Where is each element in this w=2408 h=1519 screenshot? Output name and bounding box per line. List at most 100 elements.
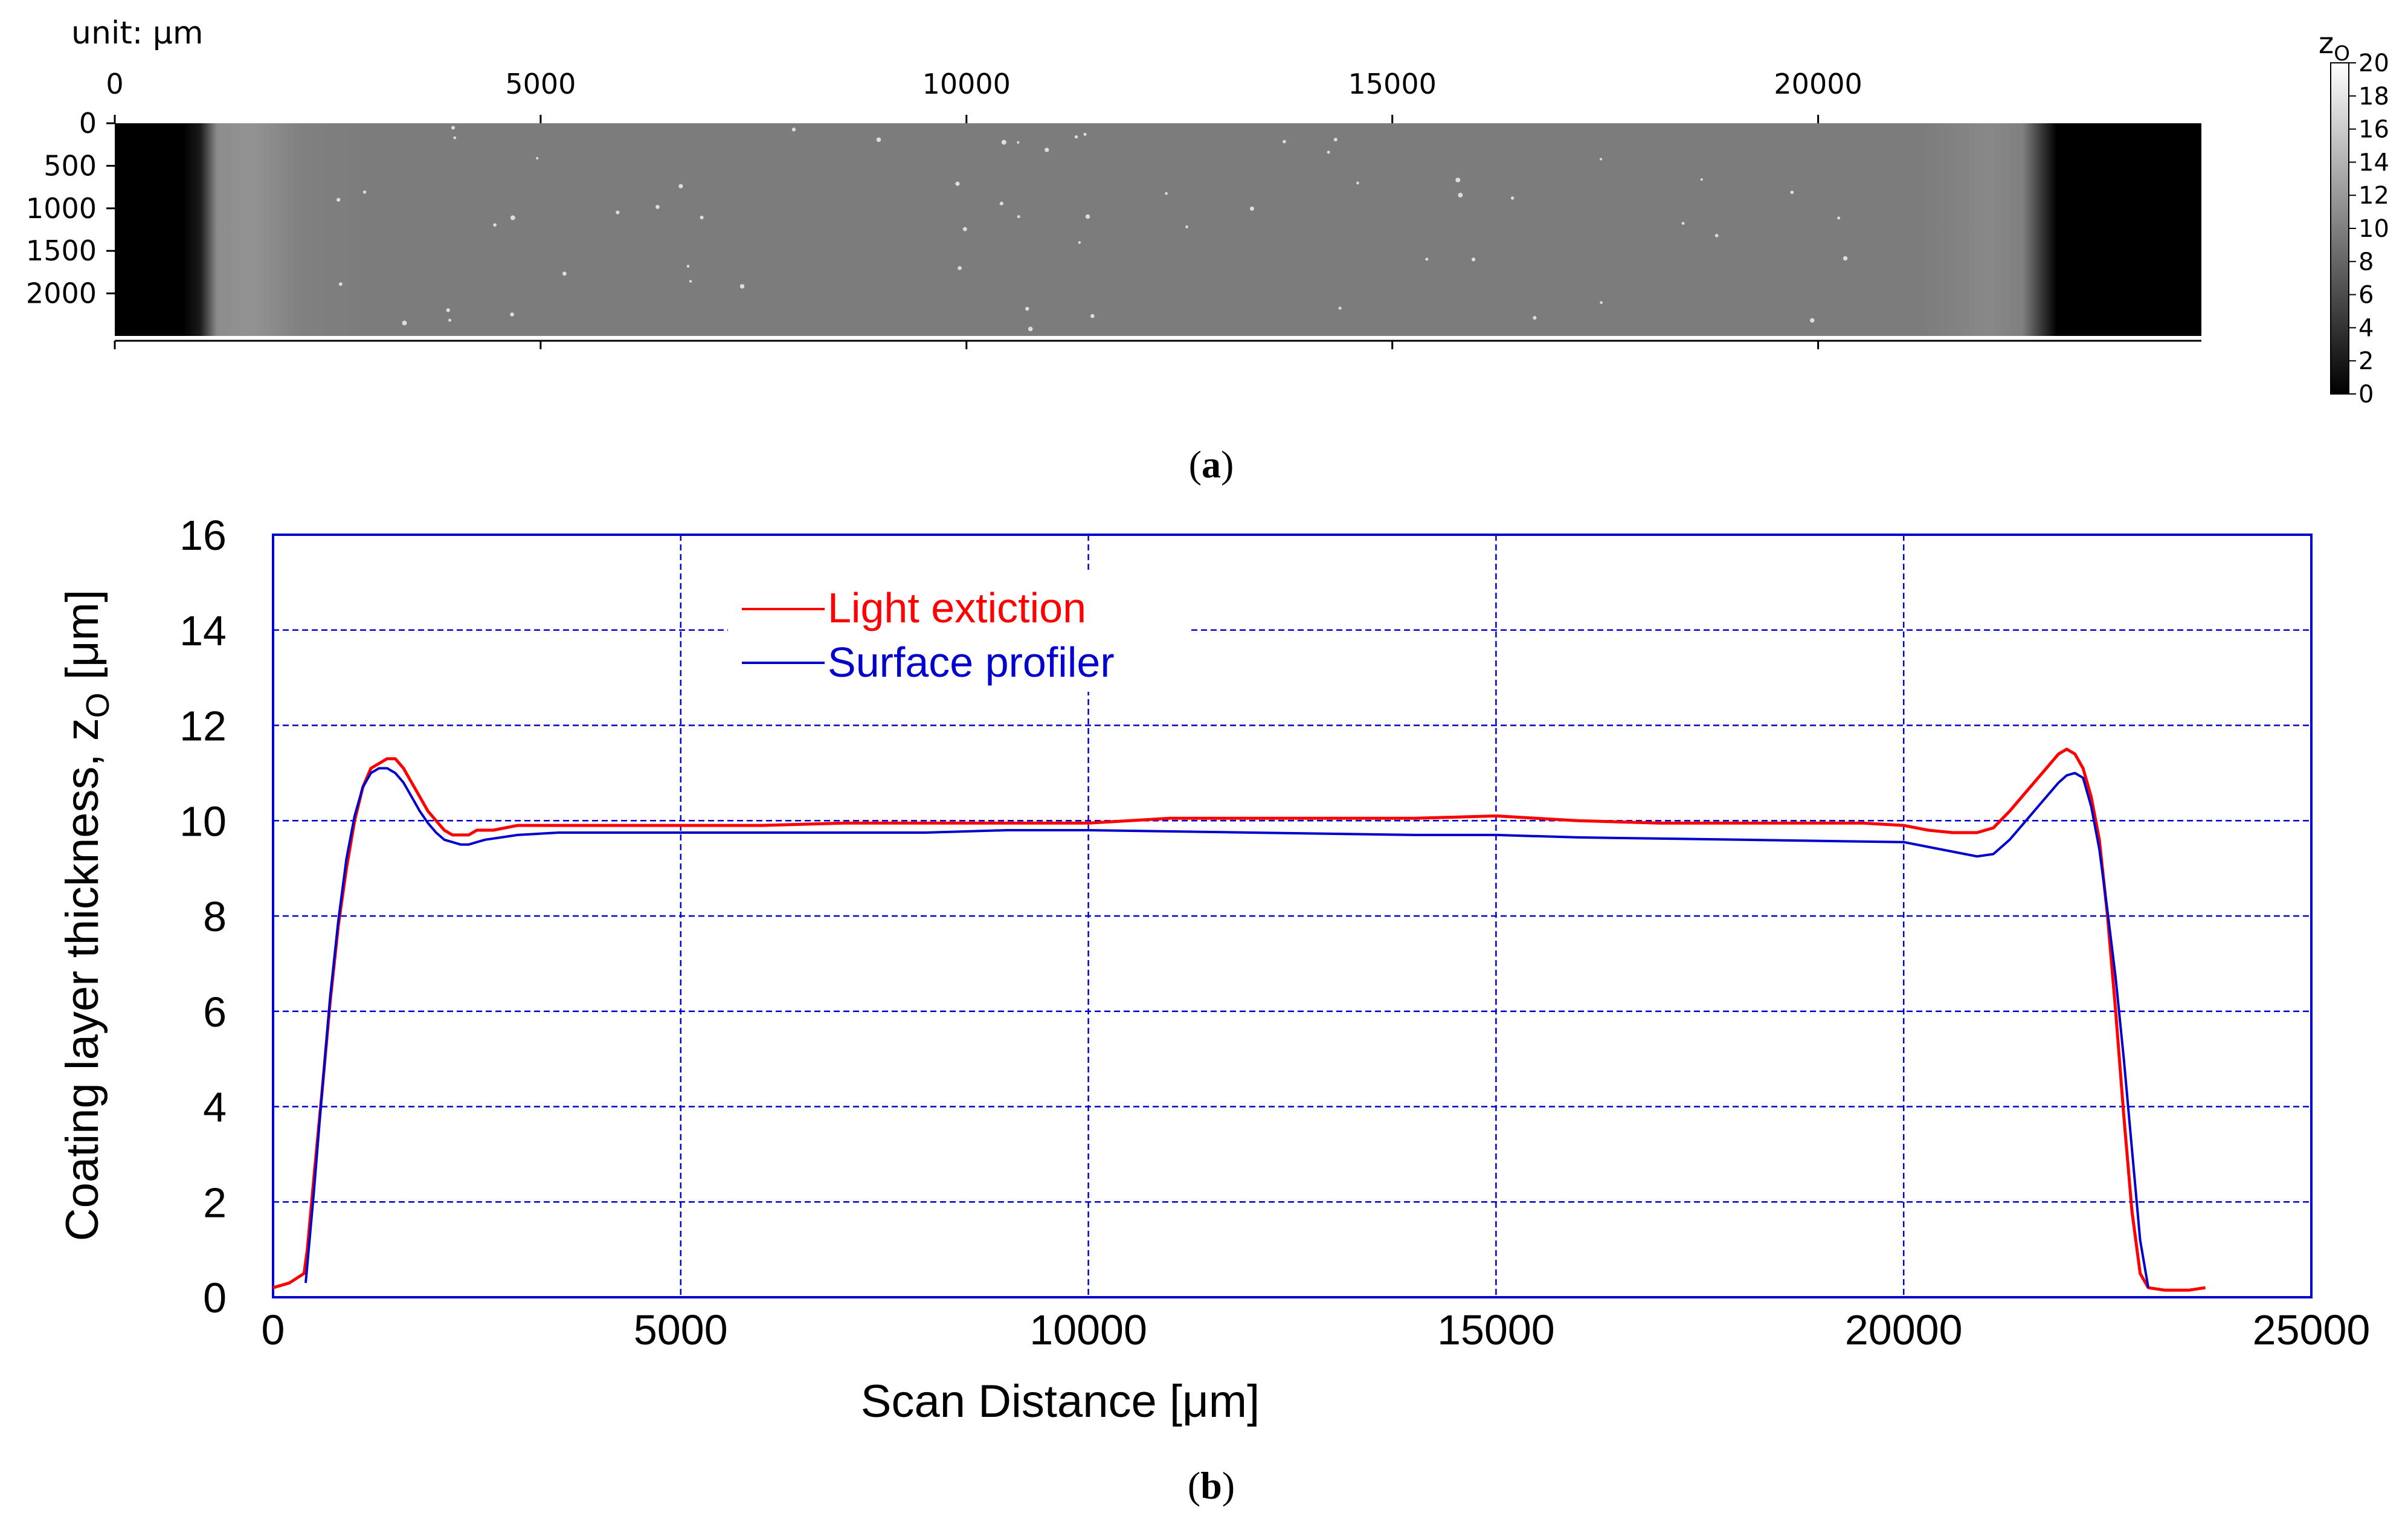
heatmap-speckle <box>1837 216 1841 220</box>
x-tick-label: 0 <box>262 1306 285 1353</box>
heatmap-speckle <box>1327 150 1330 154</box>
colorbar-tick-label: 4 <box>2358 314 2374 342</box>
x-tick-label: 15000 <box>1437 1306 1555 1353</box>
heatmap-speckle <box>1085 214 1090 219</box>
heatmap-speckle <box>958 266 962 270</box>
y-axis-title-unit: [μm] <box>57 590 108 692</box>
heatmap-speckle <box>1338 306 1342 310</box>
heatmap-speckle <box>1017 141 1020 144</box>
heatmap-speckle <box>1028 326 1033 332</box>
heatmap-speckle <box>1510 196 1515 200</box>
colorbar-tick-label: 2 <box>2358 347 2374 375</box>
heatmap-speckle <box>1681 222 1685 225</box>
heatmap-speckle <box>678 184 683 189</box>
heatmap-speckle <box>655 205 660 209</box>
heatmap-y-tick-label: 500 <box>43 149 97 182</box>
heatmap-speckle <box>1025 306 1029 311</box>
heatmap-speckle <box>510 312 514 317</box>
y-axis-title-sub: O <box>80 692 116 718</box>
heatmap-speckle <box>1600 301 1603 305</box>
heatmap-image <box>115 123 2201 336</box>
heatmap-speckle <box>1455 177 1461 182</box>
heatmap-speckle <box>1283 140 1286 144</box>
heatmap-speckle <box>451 126 456 130</box>
heatmap-speckle <box>1600 158 1603 161</box>
colorbar-label-sub: O <box>2334 42 2350 66</box>
heatmap-speckle <box>453 136 457 140</box>
y-tick-label: 6 <box>203 988 227 1036</box>
y-tick-label: 0 <box>203 1274 227 1321</box>
x-tick-labels: 0 5000 10000 15000 20000 25000 <box>262 1306 2371 1353</box>
heatmap-speckle <box>448 318 452 322</box>
heatmap-speckle <box>446 308 450 312</box>
legend-label-light-extiction: Light extiction <box>828 584 1086 631</box>
heatmap-speckle <box>1074 135 1078 139</box>
colorbar-tick-label: 14 <box>2358 149 2389 176</box>
heatmap-speckle <box>1790 190 1794 195</box>
unit-label: unit: μm <box>71 15 204 51</box>
series-line-surface-profiler <box>304 767 2150 1288</box>
panel-a-heatmap: unit: μm 0 5000 10000 15000 20000 0500100015… <box>26 15 2389 486</box>
grid-lines <box>273 535 2311 1297</box>
heatmap-speckle <box>1700 178 1703 181</box>
heatmap-speckle <box>1165 192 1168 195</box>
y-tick-label: 4 <box>203 1084 227 1131</box>
colorbar-tick-label: 0 <box>2358 381 2374 408</box>
heatmap-speckles <box>336 126 1848 332</box>
colorbar-tick-label: 8 <box>2358 248 2374 276</box>
heatmap-speckle <box>1250 206 1255 211</box>
heatmap-speckle <box>876 137 881 142</box>
heatmap-y-tick-label: 0 <box>79 107 97 140</box>
heatmap-speckle <box>562 271 567 276</box>
heatmap-speckle <box>510 215 515 221</box>
x-tick-label: 20000 <box>1845 1306 1963 1353</box>
y-axis-title: Coating layer thickness, zO [μm] <box>57 590 116 1241</box>
heatmap-speckle <box>1083 132 1087 136</box>
series-lines <box>272 747 2206 1292</box>
heatmap-speckle <box>1356 181 1359 185</box>
heatmap-speckle <box>1533 315 1537 320</box>
heatmap-speckle <box>739 284 745 289</box>
heatmap-y-tick-label: 1500 <box>26 234 97 267</box>
panel-b-letter: b <box>1200 1464 1222 1507</box>
heatmap-y-tick-label: 1000 <box>26 192 97 225</box>
heatmap-speckle <box>999 201 1003 205</box>
heatmap-speckle <box>1333 137 1338 141</box>
colorbar-ramp <box>2330 62 2349 395</box>
heatmap-speckle <box>1017 215 1020 219</box>
colorbar-tick-label: 10 <box>2358 215 2389 243</box>
heatmap-x-tick-label: 10000 <box>922 68 1011 100</box>
heatmap-speckle <box>700 215 704 220</box>
heatmap-speckle <box>536 156 539 160</box>
colorbar-tick-label: 12 <box>2358 182 2389 210</box>
heatmap-x-tick-label: 20000 <box>1774 68 1862 100</box>
heatmap-speckle <box>1185 225 1188 228</box>
colorbar-label-main: z <box>2319 27 2334 60</box>
y-axis-title-main: Coating layer thickness, z <box>57 718 108 1241</box>
heatmap-speckle <box>1078 241 1081 244</box>
heatmap-speckle <box>686 265 690 268</box>
heatmap-speckle <box>338 282 343 286</box>
heatmap-speckle <box>791 127 796 132</box>
legend-label-surface-profiler: Surface profiler <box>828 639 1115 686</box>
heatmap-speckle <box>1090 314 1095 318</box>
y-tick-label: 8 <box>203 893 227 940</box>
heatmap-speckle <box>402 320 407 326</box>
y-tick-label: 16 <box>179 512 227 559</box>
heatmap-speckle <box>962 227 967 231</box>
heatmap-x-tick-label: 15000 <box>1348 68 1437 100</box>
y-tick-labels: 0 2 4 6 8 10 12 14 16 <box>179 512 227 1321</box>
panel-b-line-chart: 0 5000 10000 15000 20000 25000 0246810121416 … <box>57 512 2370 1507</box>
heatmap-speckle <box>1471 257 1476 262</box>
x-tick-label: 25000 <box>2253 1306 2371 1353</box>
heatmap-y-tick-label: 2000 <box>26 277 97 310</box>
heatmap-speckle <box>1001 140 1006 145</box>
heatmap-speckle <box>616 210 620 214</box>
heatmap-x-ticks: 0 5000 10000 15000 20000 <box>106 68 1862 349</box>
colorbar-tick-label: 20 <box>2358 50 2389 77</box>
y-tick-label: 12 <box>179 703 227 750</box>
heatmap-speckle <box>689 280 692 283</box>
colorbar-tick-label: 6 <box>2358 282 2374 309</box>
heatmap-speckle <box>1045 147 1049 152</box>
